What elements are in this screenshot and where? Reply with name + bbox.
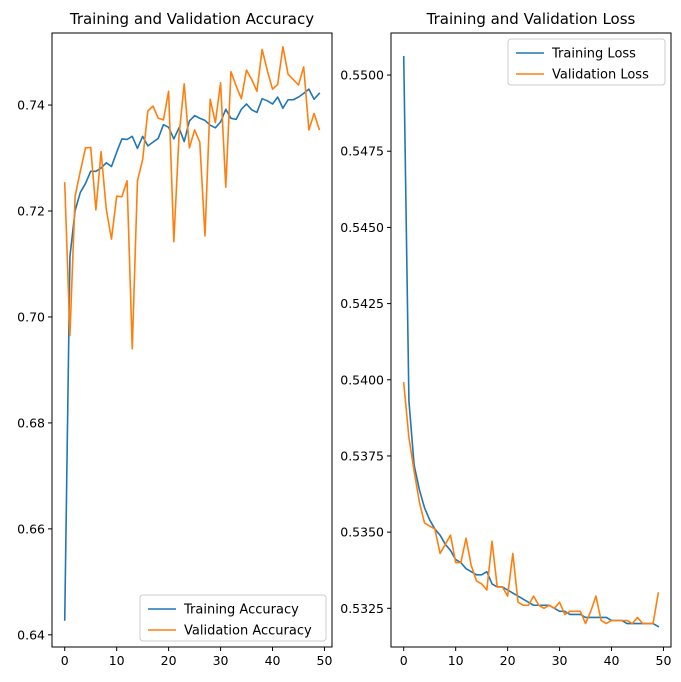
legend-box: [139, 594, 327, 642]
x-tick-label: 40: [604, 653, 620, 668]
loss-chart: Training and Validation Loss 0 10 20 30 40 50 0…: [340, 10, 672, 668]
accuracy-chart-title: Training and Validation Accuracy: [69, 10, 314, 28]
x-tick-label: 50: [656, 653, 672, 668]
accuracy-chart: Training and Validation Accuracy 0 10 20 30 4…: [17, 10, 333, 668]
y-tick-label: 0.5425: [340, 296, 384, 311]
x-tick-label: 20: [161, 653, 177, 668]
x-tick-label: 20: [500, 653, 516, 668]
legend-label-validation-accuracy: Validation Accuracy: [184, 624, 312, 639]
legend-label-training-loss: Training Loss: [551, 47, 636, 62]
y-tick-label: 0.5375: [340, 448, 384, 463]
loss-legend: Training Loss Validation Loss: [507, 38, 666, 86]
y-tick-label: 0.5475: [340, 144, 384, 159]
y-tick-label: 0.5450: [340, 220, 384, 235]
validation-loss-line: [402, 381, 660, 625]
training-loss-line: [402, 55, 660, 628]
x-tick-label: 0: [61, 653, 69, 668]
x-tick-label: 50: [317, 653, 333, 668]
legend-box: [507, 38, 666, 86]
x-tick-label: 30: [213, 653, 229, 668]
legend-label-validation-loss: Validation Loss: [552, 68, 649, 83]
y-tick-label: 0.5350: [340, 525, 384, 540]
y-tick-label: 0.5325: [340, 601, 384, 616]
accuracy-plot-frame: [51, 32, 333, 648]
y-tick-label: 0.74: [17, 98, 45, 113]
validation-accuracy-line: [63, 45, 321, 350]
training-accuracy-line: [63, 88, 321, 621]
x-tick-label: 10: [109, 653, 125, 668]
y-tick-label: 0.5400: [340, 372, 384, 387]
x-tick-label: 0: [400, 653, 408, 668]
legend-label-training-accuracy: Training Accuracy: [183, 603, 299, 618]
x-tick-label: 30: [552, 653, 568, 668]
loss-chart-title: Training and Validation Loss: [426, 10, 636, 28]
y-tick-label: 0.68: [17, 415, 45, 430]
y-tick-label: 0.5500: [340, 68, 384, 83]
y-tick-label: 0.66: [17, 521, 45, 536]
y-tick-label: 0.64: [17, 627, 45, 642]
accuracy-legend: Training Accuracy Validation Accuracy: [139, 594, 327, 642]
x-tick-label: 10: [448, 653, 464, 668]
loss-plot-frame: [390, 32, 672, 648]
x-tick-label: 40: [265, 653, 281, 668]
y-tick-label: 0.70: [17, 309, 45, 324]
y-tick-label: 0.72: [17, 204, 45, 219]
